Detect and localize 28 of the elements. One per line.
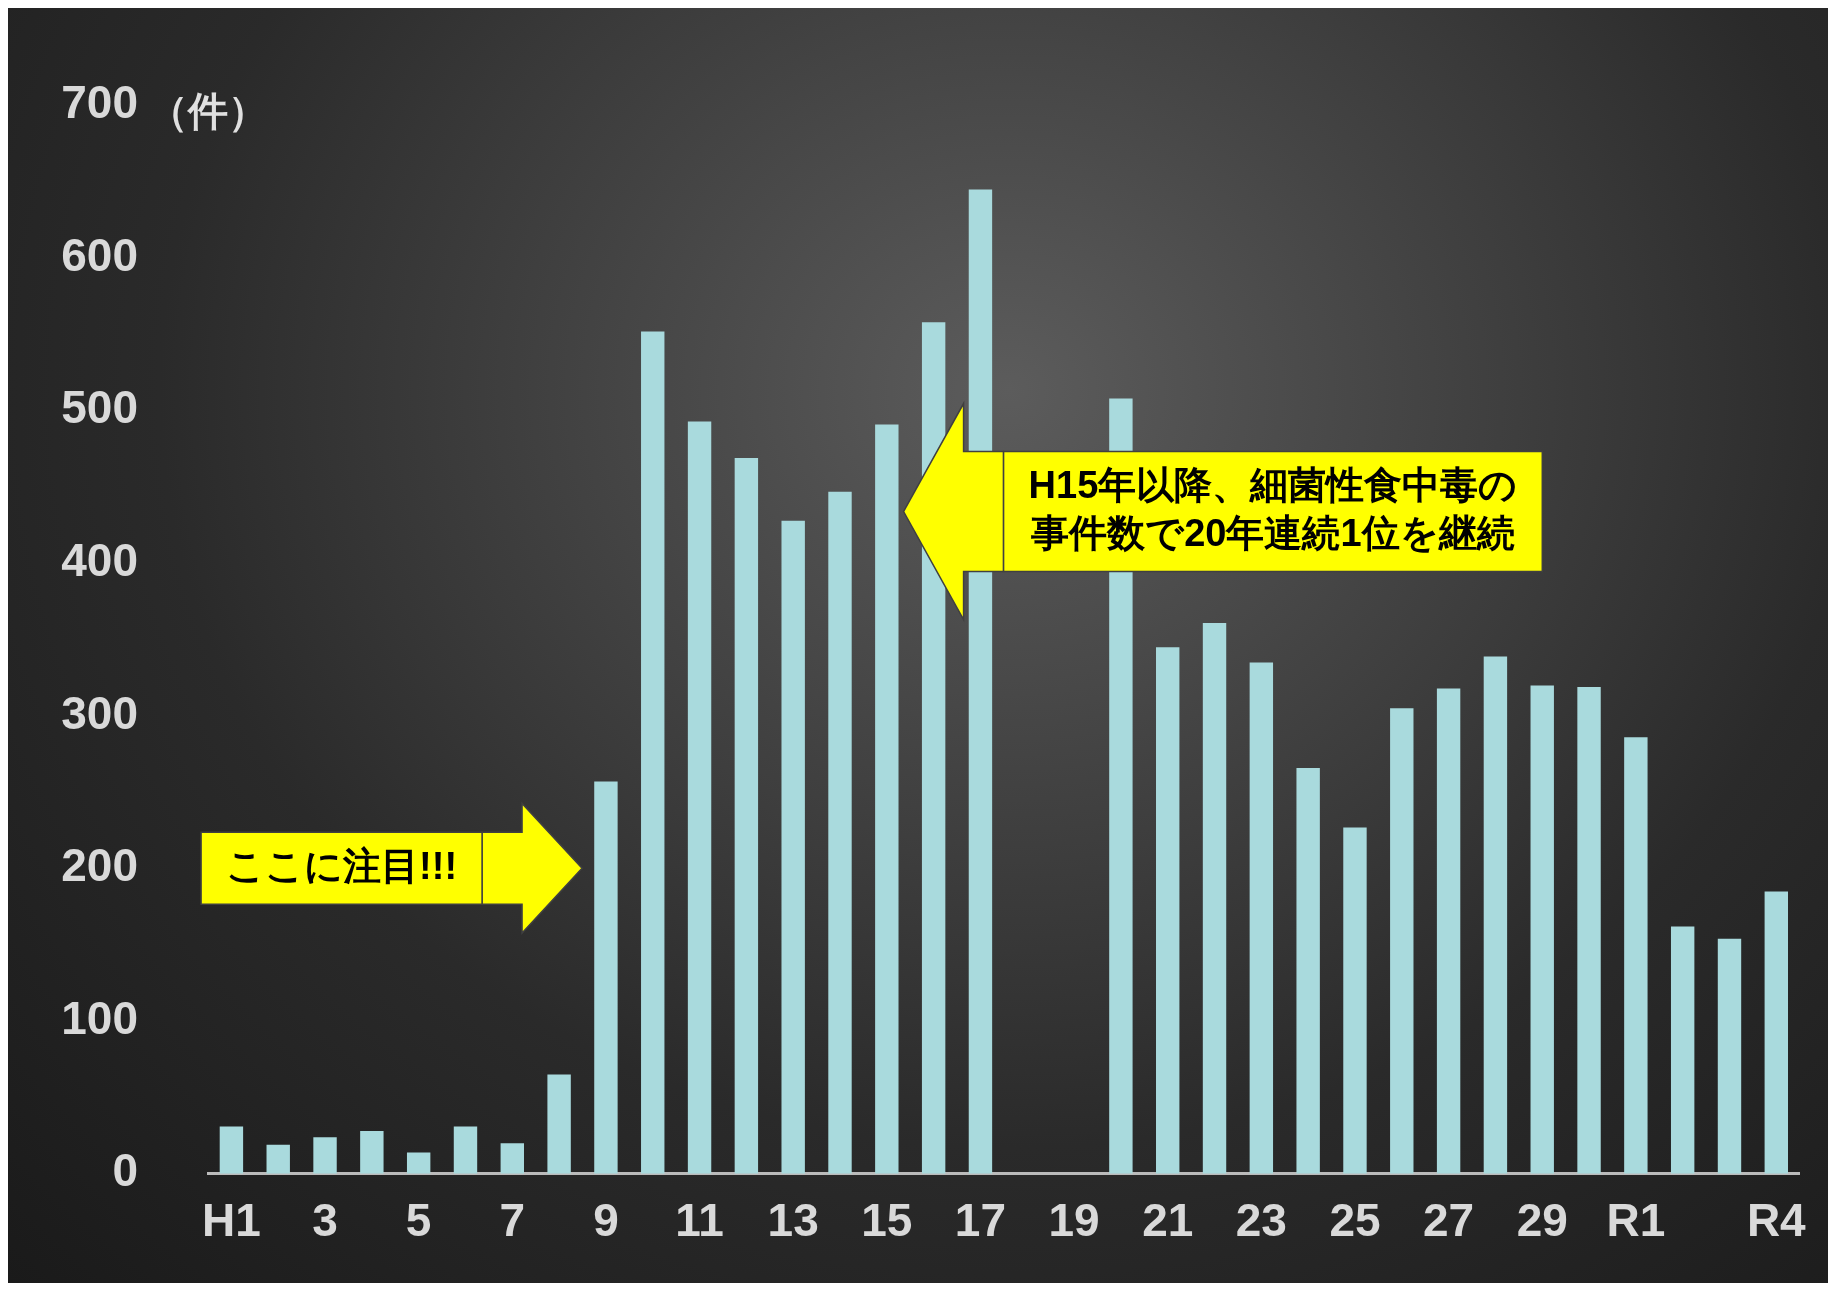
y-tick-label: 400 [61, 534, 138, 587]
y-tick-label: 300 [61, 686, 138, 739]
x-tick-label: 11 [675, 1194, 724, 1247]
x-tick-label: 13 [767, 1194, 819, 1247]
x-tick-label: 5 [405, 1194, 432, 1247]
y-tick-label: 700 [61, 76, 138, 129]
y-tick-label: 0 [112, 1144, 138, 1197]
y-axis-title: （件） [148, 88, 268, 133]
x-tick-label: 15 [861, 1194, 913, 1247]
x-tick-label: H1 [202, 1194, 261, 1247]
x-tick-label: R4 [1746, 1194, 1807, 1247]
y-tick-label: 600 [61, 228, 138, 281]
x-tick-label: R1 [1606, 1194, 1666, 1247]
x-tick-label: 19 [1048, 1194, 1100, 1247]
x-tick-label: 9 [593, 1194, 619, 1247]
x-tick-label: 7 [499, 1194, 526, 1247]
x-tick-label: 17 [954, 1194, 1007, 1247]
x-tick-label: 27 [1423, 1194, 1475, 1247]
y-tick-label: 100 [61, 991, 138, 1044]
annotation: ここに注目!!! [226, 844, 458, 887]
y-tick-label: 500 [61, 381, 138, 434]
x-tick-label: 25 [1329, 1194, 1381, 1247]
annotation: H15年以降、細菌性食中毒の事件数で20年連続1位を継続 [1028, 464, 1518, 554]
x-tick-label: 29 [1516, 1194, 1568, 1247]
x-tick-label: 23 [1235, 1194, 1287, 1247]
x-tick-label: 3 [312, 1194, 338, 1247]
x-tick-label: 21 [1142, 1194, 1194, 1247]
y-tick-label: 200 [61, 839, 138, 892]
